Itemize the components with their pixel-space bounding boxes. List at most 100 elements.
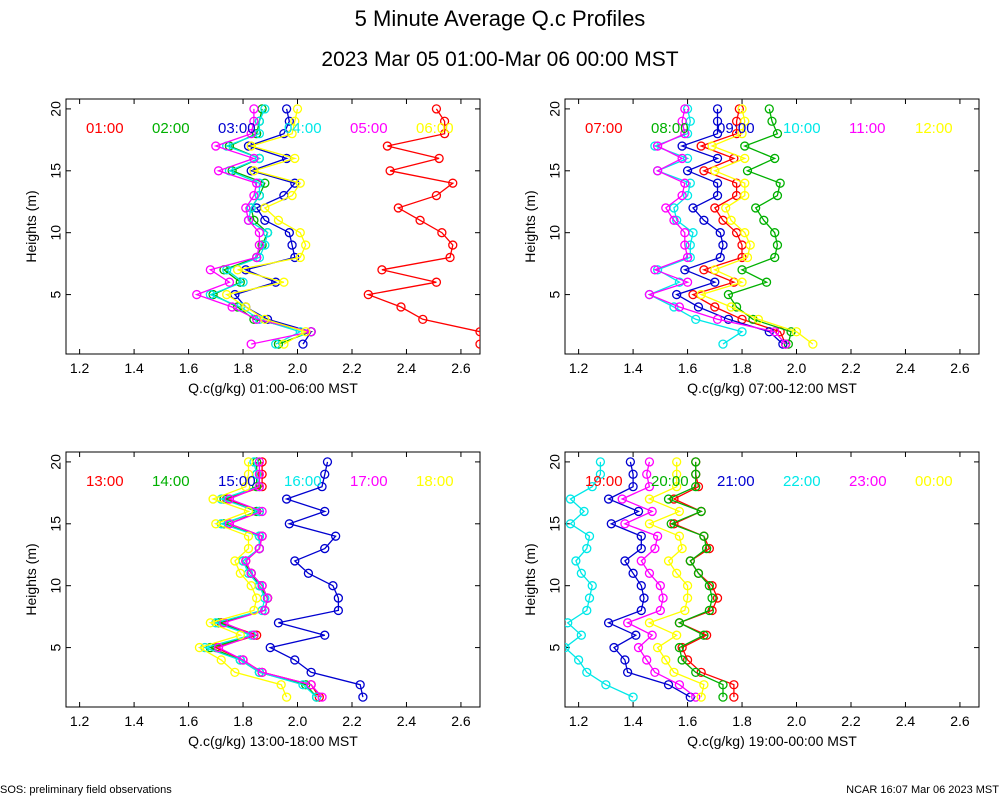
data-point xyxy=(565,642,570,653)
data-point xyxy=(232,265,243,275)
footer-note-right: NCAR 16:07 Mar 06 2023 MST xyxy=(846,784,999,796)
data-point xyxy=(475,327,480,337)
data-point xyxy=(710,265,720,275)
data-point xyxy=(385,166,395,176)
data-point xyxy=(682,252,693,263)
data-point xyxy=(710,302,720,312)
data-point xyxy=(584,531,595,541)
data-point xyxy=(753,314,764,324)
data-point xyxy=(685,556,695,566)
data-point xyxy=(661,655,671,665)
data-point xyxy=(680,240,690,250)
y-tick-label: 5 xyxy=(48,643,64,651)
data-point xyxy=(249,190,259,201)
data-point xyxy=(759,215,769,225)
data-point xyxy=(718,680,728,690)
y-axis-label: Heights (m) xyxy=(23,543,39,615)
data-point xyxy=(682,581,693,591)
y-tick-label: 5 xyxy=(547,643,563,651)
x-axis-label: Q.c(g/kg) 01:00-06:00 MST xyxy=(188,380,358,396)
data-point xyxy=(650,667,660,677)
y-axis-label: Heights (m) xyxy=(522,190,538,262)
x-tick-label: 2.4 xyxy=(397,360,417,376)
y-tick-label: 10 xyxy=(48,225,64,241)
data-point xyxy=(691,314,701,324)
data-point xyxy=(333,593,344,603)
data-point xyxy=(718,240,728,250)
data-point xyxy=(726,302,736,312)
data-point xyxy=(281,104,292,114)
legend-entry: 18:00 xyxy=(416,473,454,490)
data-point xyxy=(672,457,682,467)
data-point xyxy=(644,618,655,628)
data-point xyxy=(655,605,665,616)
data-point xyxy=(699,680,709,690)
series-group xyxy=(644,104,818,349)
x-tick-label: 2.0 xyxy=(787,360,807,376)
data-point xyxy=(712,593,723,603)
data-point xyxy=(682,166,693,176)
data-point xyxy=(696,289,706,300)
data-point xyxy=(674,506,685,517)
legend-entry: 00:00 xyxy=(915,473,953,490)
data-point xyxy=(609,642,619,653)
data-point xyxy=(205,265,216,275)
legend-entry: 12:00 xyxy=(915,120,953,137)
data-point xyxy=(582,605,592,616)
data-point xyxy=(652,141,663,151)
series-line-15:00 xyxy=(268,461,364,698)
data-point xyxy=(279,339,289,349)
data-point xyxy=(682,153,693,164)
data-point xyxy=(650,543,660,554)
plot-frame xyxy=(65,98,481,355)
data-point xyxy=(448,178,458,188)
data-point xyxy=(254,531,265,541)
data-point xyxy=(257,469,267,479)
data-point xyxy=(273,215,284,225)
data-point xyxy=(249,166,259,176)
data-point xyxy=(740,228,750,238)
data-point xyxy=(628,692,638,702)
plot-frame xyxy=(564,451,980,708)
data-point xyxy=(710,203,720,213)
data-point xyxy=(680,265,690,275)
legend-entry: 14:00 xyxy=(152,473,190,490)
series-line-19:00 xyxy=(672,461,735,698)
data-point xyxy=(617,494,627,504)
series-line-01:00 xyxy=(365,108,480,345)
data-point xyxy=(677,543,687,554)
series-group xyxy=(194,457,368,702)
series-line-03:00 xyxy=(233,108,313,345)
data-point xyxy=(696,141,706,151)
data-point xyxy=(677,642,687,653)
data-point xyxy=(707,581,717,591)
data-point xyxy=(680,178,690,188)
data-point xyxy=(633,642,644,653)
data-point xyxy=(674,618,685,628)
data-point xyxy=(712,129,723,139)
data-point xyxy=(663,556,674,566)
data-point xyxy=(249,630,259,640)
plot-frame xyxy=(564,98,980,355)
figure-subtitle: 2023 Mar 05 01:00-Mar 06 00:00 MST xyxy=(321,48,678,71)
data-point xyxy=(246,203,256,213)
data-point xyxy=(295,252,305,263)
data-point xyxy=(644,494,655,504)
data-point xyxy=(707,141,717,151)
x-tick-label: 1.2 xyxy=(70,713,90,729)
data-point xyxy=(260,203,270,213)
data-point xyxy=(571,556,581,566)
data-point xyxy=(734,104,744,114)
data-point xyxy=(192,289,202,300)
y-tick-label: 10 xyxy=(48,578,64,594)
data-point xyxy=(418,314,428,324)
data-point xyxy=(740,141,750,151)
data-point xyxy=(772,240,783,250)
x-tick-label: 1.4 xyxy=(124,713,144,729)
data-point xyxy=(211,519,221,529)
x-tick-label: 2.2 xyxy=(342,360,362,376)
data-point xyxy=(396,302,406,312)
x-tick-label: 1.6 xyxy=(179,713,199,729)
data-point xyxy=(658,593,668,603)
data-point xyxy=(284,116,294,126)
